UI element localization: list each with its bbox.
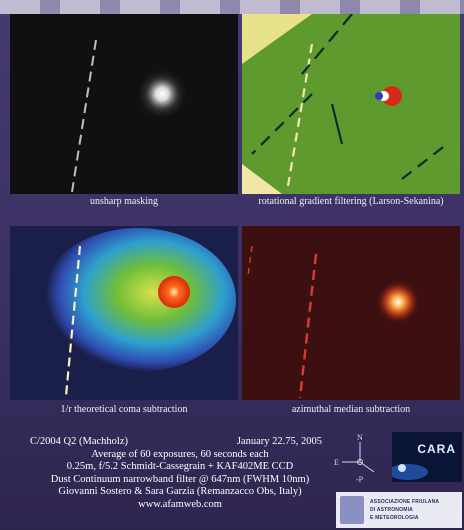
observers-line: Giovanni Sostero & Sara Garzia (Remanzac… [58, 486, 302, 498]
compass-north-label: N [357, 433, 363, 442]
filter-line: Dust Continuum narrowband filter @ 647nm… [50, 473, 310, 485]
image-azimuthal-median [242, 226, 460, 400]
caption-rotational-gradient: rotational gradient filtering (Larson-Se… [258, 196, 444, 207]
observatory-logo-line: E METEOROLOGIA [370, 515, 419, 521]
observatory-logo-line: ASSOCIAZIONE FRIULANA [370, 499, 440, 505]
caption-unsharp-masking: unsharp masking [89, 196, 159, 207]
rotational-gradient-render [242, 14, 460, 194]
observation-date: January 22.75, 2005 [236, 436, 322, 447]
exposures-line: Average of 60 exposures, 60 seconds each [91, 448, 269, 460]
observatory-badge-icon [340, 496, 364, 524]
object-date-row: C/2004 Q2 (Machholz) January 22.75, 2005 [30, 436, 330, 449]
observation-details: C/2004 Q2 (Machholz) January 22.75, 2005… [30, 436, 330, 512]
image-rotational-gradient [242, 14, 460, 194]
cara-logo: CARA [392, 432, 462, 482]
observatory-logo-line: DI ASTRONOMIA [370, 507, 413, 513]
caption-coma-subtraction: 1/r theoretical coma subtraction [60, 404, 188, 415]
cara-logo-art [392, 432, 462, 482]
observatory-logo-text: ASSOCIAZIONE FRIULANA DI ASTRONOMIA E ME… [370, 498, 458, 522]
comet-designation: C/2004 Q2 (Machholz) [30, 436, 128, 447]
image-unsharp-masking [10, 14, 238, 194]
coma-subtraction-render [10, 226, 238, 400]
compass-sun-label: -P [356, 475, 364, 484]
orientation-compass: N E -P [334, 433, 375, 484]
observatory-logo: ASSOCIAZIONE FRIULANA DI ASTRONOMIA E ME… [336, 492, 462, 528]
caption-azimuthal-median: azimuthal median subtraction [291, 404, 411, 415]
poster-top-border [0, 0, 464, 14]
cara-logo-text: CARA [417, 442, 456, 456]
instrument-line: 0.25m, f/5.2 Schmidt-Cassegrain + KAF402… [66, 461, 294, 473]
compass-east-label: E [334, 458, 339, 467]
azimuthal-median-render [242, 226, 460, 400]
image-coma-subtraction [10, 226, 238, 400]
website-link[interactable]: www.afamweb.com [138, 498, 222, 510]
unsharp-masking-render [10, 14, 238, 194]
